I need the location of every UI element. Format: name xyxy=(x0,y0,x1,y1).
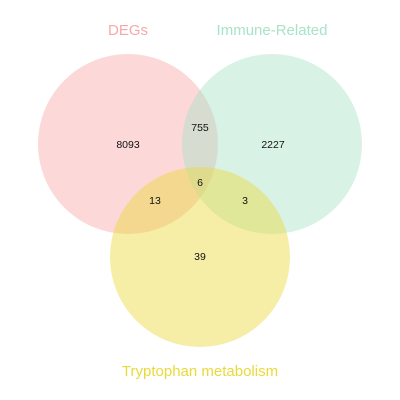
immune-only-count: 2227 xyxy=(261,139,285,151)
degs-immune-count: 755 xyxy=(191,122,209,134)
immune-related-set-label: Immune-Related xyxy=(217,22,328,39)
tryptophan-metabolism-circle xyxy=(110,167,290,347)
all-three-count: 6 xyxy=(197,177,203,189)
degs-tryptophan-count: 13 xyxy=(149,195,161,207)
immune-related-circle xyxy=(182,54,362,234)
immune-tryptophan-count: 3 xyxy=(242,195,248,207)
degs-circle xyxy=(38,54,218,234)
tryptophan-only-count: 39 xyxy=(194,251,206,263)
degs-only-count: 8093 xyxy=(116,139,140,151)
tryptophan-metabolism-set-label: Tryptophan metabolism xyxy=(122,363,278,380)
degs-set-label: DEGs xyxy=(108,22,148,39)
